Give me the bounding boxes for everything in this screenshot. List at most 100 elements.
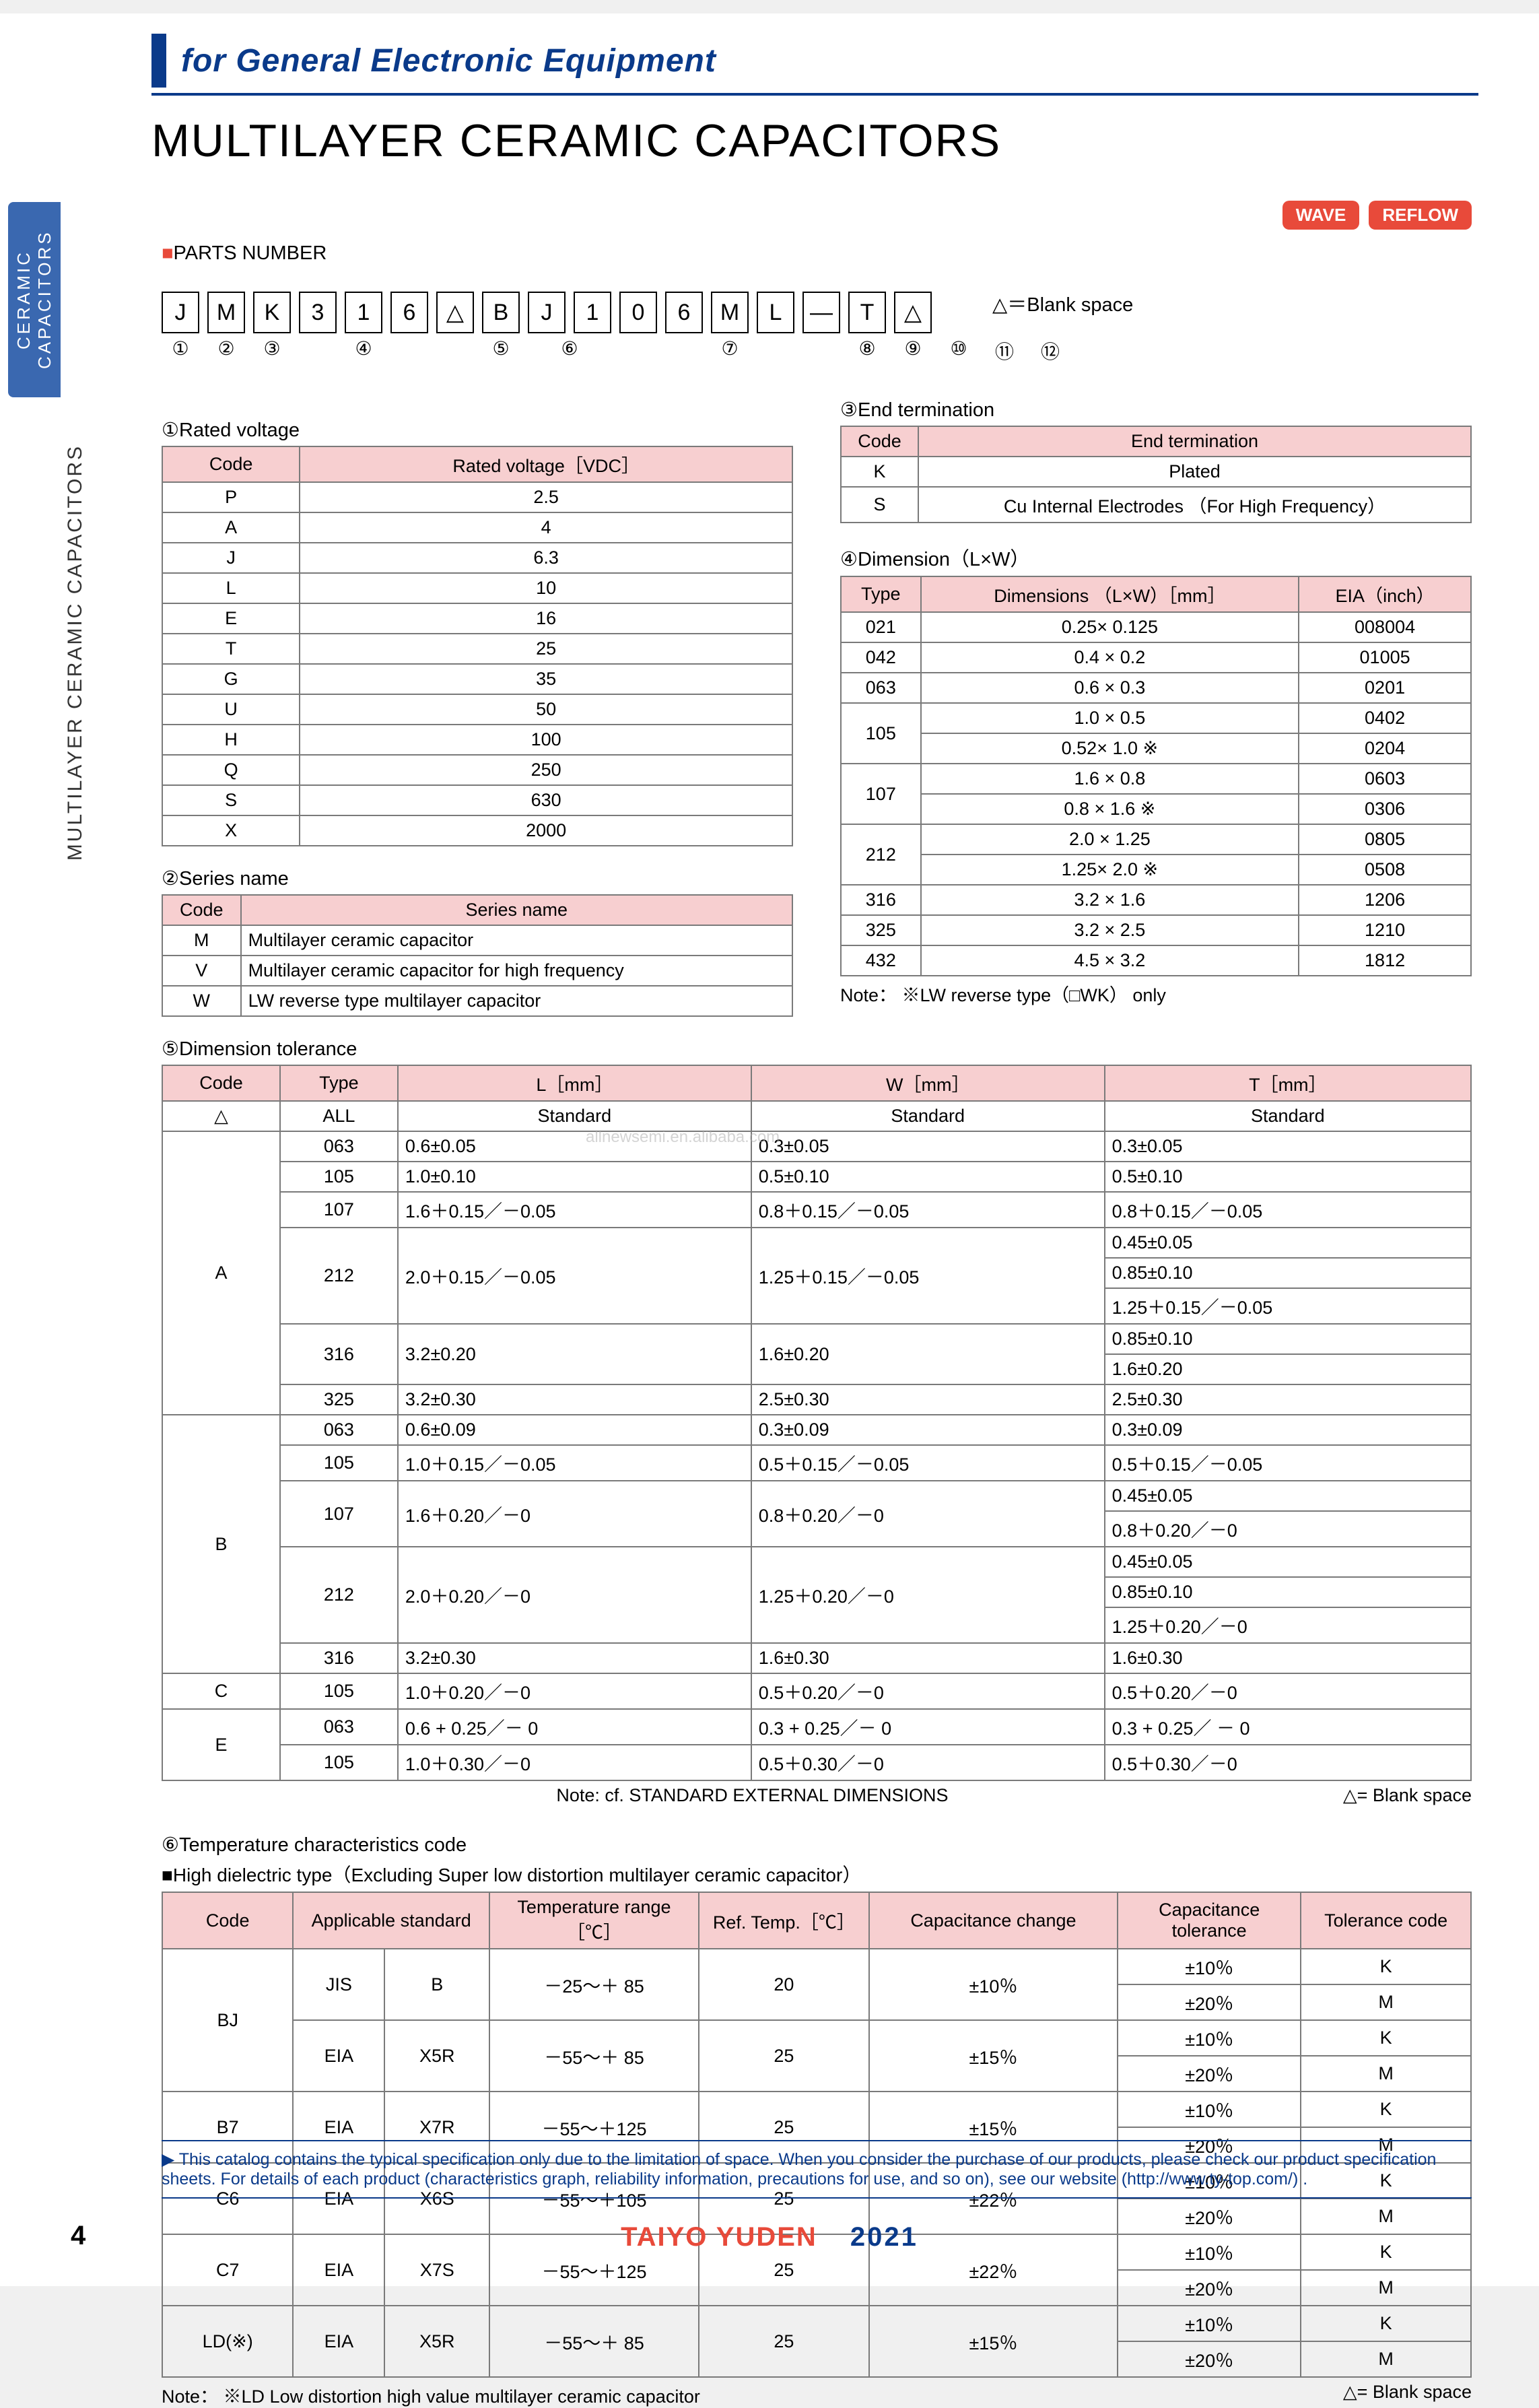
table-cell: E (162, 1709, 280, 1780)
pn-index: ⑨ (894, 337, 932, 364)
table-cell: 4.5 × 3.2 (921, 945, 1299, 976)
table-cell: Standard (1105, 1101, 1471, 1131)
table-cell: M (1301, 2341, 1471, 2377)
table-cell: 063 (280, 1415, 398, 1445)
badges: WAVE REFLOW (1282, 201, 1472, 230)
table-cell: ±10％ (1118, 1949, 1301, 1984)
page-title: MULTILAYER CERAMIC CAPACITORS (151, 114, 1001, 167)
table-cell: 316 (280, 1643, 398, 1673)
square-bullet-icon: ■ (162, 242, 174, 264)
table-cell: 1.25＋0.20／－0 (751, 1547, 1105, 1643)
table-cell: 105 (280, 1673, 398, 1709)
table-row: P2.5 (162, 482, 792, 512)
table-cell: Q (162, 755, 300, 785)
table-cell: 325 (280, 1384, 398, 1415)
table-row: 0.8 × 1.6 ※0306 (841, 794, 1471, 824)
table-cell: 0.8＋0.20／－0 (751, 1481, 1105, 1547)
page-number: 4 (71, 2221, 86, 2251)
table-cell: BJ (162, 1949, 293, 2092)
table-cell: S (162, 785, 300, 815)
table-row: WLW reverse type multilayer capacitor (162, 986, 792, 1016)
table-cell: 3.2±0.20 (398, 1324, 751, 1384)
table-cell: 1210 (1299, 915, 1471, 945)
table-cell: 25 (699, 2306, 869, 2377)
table-cell: EIA (293, 2306, 384, 2377)
table-cell: 063 (280, 1709, 398, 1745)
pn-index: ⑪ (986, 337, 1023, 364)
table-cell: 25 (300, 634, 792, 664)
table-cell: K (1301, 2020, 1471, 2056)
table-cell: 021 (841, 612, 921, 642)
table-cell: 0.25× 0.125 (921, 612, 1299, 642)
table-row: △ALLStandardStandardStandard (162, 1101, 1471, 1131)
table-header: End termination (918, 426, 1471, 457)
pn-box: 1 (345, 292, 382, 333)
table-cell: J (162, 543, 300, 573)
table-cell: T (162, 634, 300, 664)
table-cell: ±20％ (1118, 2341, 1301, 2377)
series-name-table: CodeSeries nameMMultilayer ceramic capac… (162, 894, 793, 1017)
pn-box: J (528, 292, 566, 333)
table-header: T［mm］ (1105, 1065, 1471, 1101)
table-cell: 1.25× 2.0 ※ (921, 855, 1299, 885)
table-cell: U (162, 694, 300, 725)
brand-row: TAIYO YUDEN 2021 (0, 2222, 1539, 2252)
table-cell: K (841, 457, 918, 487)
table-row: 1051.0＋0.30／－00.5＋0.30／－00.5＋0.30／－0 (162, 1745, 1471, 1780)
pn-box: L (757, 292, 794, 333)
table-row: S630 (162, 785, 792, 815)
table-row: EIAX5R－55～＋ 8525±15％±10％K (162, 2020, 1471, 2056)
table-cell: 0402 (1299, 703, 1471, 733)
table-header: Rated voltage［VDC］ (300, 446, 792, 482)
table-cell: 2.0＋0.15／－0.05 (398, 1228, 751, 1324)
table-cell: Cu Internal Electrodes （For High Frequen… (918, 487, 1471, 523)
table-cell: 107 (841, 764, 921, 824)
table-cell: 063 (280, 1131, 398, 1162)
table-cell: M (1301, 2056, 1471, 2092)
pn-box: 1 (574, 292, 611, 333)
pn-box: 6 (390, 292, 428, 333)
table-cell: 0.3±0.09 (1105, 1415, 1471, 1445)
table-cell: M (162, 925, 241, 956)
table-cell: －25～＋ 85 (489, 1949, 699, 2020)
pn-index: ⑦ (665, 337, 794, 364)
table-header: Capacitance change (869, 1892, 1118, 1949)
table-cell: 0201 (1299, 673, 1471, 703)
table-cell: 0.6 × 0.3 (921, 673, 1299, 703)
table-cell: ±15％ (869, 2020, 1118, 2092)
table-cell: 3.2±0.30 (398, 1643, 751, 1673)
table-cell: 042 (841, 642, 921, 673)
table-row: 3253.2±0.302.5±0.302.5±0.30 (162, 1384, 1471, 1415)
table-cell: 212 (280, 1228, 398, 1324)
table-cell: L (162, 573, 300, 603)
table-header: Capacitance tolerance (1118, 1892, 1301, 1949)
pn-box: K (253, 292, 291, 333)
table-header: Tolerance code (1301, 1892, 1471, 1949)
table-cell: 16 (300, 603, 792, 634)
table-cell: B (384, 1949, 489, 2020)
table-header: Temperature range［℃］ (489, 1892, 699, 1949)
table-cell: 1.25＋0.20／－0 (1105, 1607, 1471, 1643)
table-cell: 0.52× 1.0 ※ (921, 733, 1299, 764)
table-row: 0.52× 1.0 ※0204 (841, 733, 1471, 764)
footer-block: This catalog contains the typical specif… (162, 2140, 1472, 2199)
table-cell: 1.25＋0.15／－0.05 (1105, 1288, 1471, 1324)
page: for General Electronic Equipment MULTILA… (0, 13, 1539, 2286)
table-cell: ±20％ (1118, 2056, 1301, 2092)
table-cell: 3.2 × 1.6 (921, 885, 1299, 915)
table-cell: 316 (841, 885, 921, 915)
pn-index: ⑤ (482, 337, 520, 364)
table-cell: 1.0＋0.30／－0 (398, 1745, 751, 1780)
table-row: J6.3 (162, 543, 792, 573)
table-cell: 4 (300, 512, 792, 543)
table-cell: ALL (280, 1101, 398, 1131)
table-cell: Standard (751, 1101, 1105, 1131)
table-cell: 0.8＋0.15／－0.05 (751, 1192, 1105, 1228)
rated-voltage-table: CodeRated voltage［VDC］P2.5A4J6.3L10E16T2… (162, 446, 793, 846)
table-cell: 0.3 + 0.25／－ 0 (751, 1709, 1105, 1745)
table-row: C1051.0＋0.20／－00.5＋0.20／－00.5＋0.20／－0 (162, 1673, 1471, 1709)
table-cell: 0.45±0.05 (1105, 1228, 1471, 1258)
table-row: 1051.0 × 0.50402 (841, 703, 1471, 733)
table-row: X2000 (162, 815, 792, 846)
table-cell: B (162, 1415, 280, 1673)
